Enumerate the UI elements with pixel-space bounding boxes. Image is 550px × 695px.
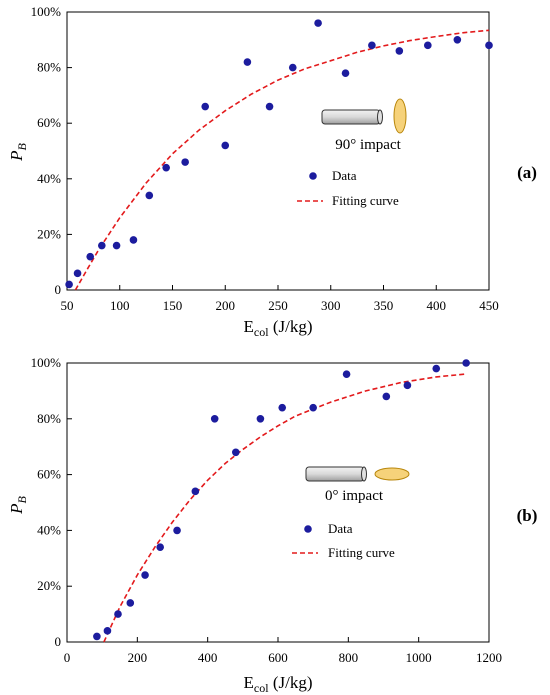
particle-ellipse [393,98,407,134]
y-tick-label: 60% [37,115,61,130]
data-point [129,236,138,244]
legend-data-label: Data [332,168,357,183]
y-axis-label: PB [7,495,29,514]
data-point [112,241,121,250]
y-tick-label: 40% [37,522,61,537]
data-point [201,102,210,111]
impact-label: 0° impact [325,488,384,504]
data-point [382,392,391,401]
x-tick-label: 300 [321,298,341,313]
cylinder-end [361,466,367,482]
data-point [424,41,432,50]
x-tick-label: 150 [163,298,183,313]
data-point [93,632,101,641]
y-tick-label: 40% [37,171,61,186]
x-tick-label: 450 [479,298,499,313]
legend-fit-label: Fitting curve [328,545,395,560]
fitting-curve [74,29,490,291]
data-point [395,47,404,55]
data-point [341,69,350,77]
data-point [173,526,181,535]
data-point [156,543,164,551]
chart-panel-a: 50 100 150 200 250 300 350 400 450 0 20% 40% 60% 80% 1… [7,4,537,339]
y-tick-label: 80% [37,411,61,426]
data-point [403,381,412,390]
y-tick-label: 60% [37,467,61,482]
data-point [232,448,240,457]
data-point [162,163,170,172]
x-tick-label: 1200 [476,650,502,665]
data-point [114,610,122,618]
data-point [485,41,493,50]
y-tick-label: 80% [37,60,61,75]
data-point [309,403,317,412]
data-point [145,191,154,200]
x-tick-label: 600 [268,650,288,665]
y-axis-label: PB [7,142,29,161]
legend-data-marker [309,172,317,180]
data-point [221,141,230,150]
x-tick-label: 800 [339,650,359,665]
data-point [462,359,470,367]
x-tick-label: 50 [61,298,74,313]
legend-fit-label: Fitting curve [332,193,399,208]
cylinder-body [305,466,365,482]
data-point [126,599,135,607]
data-point [243,58,252,66]
data-point [73,269,82,278]
data-point [103,627,112,635]
x-tick-label: 400 [427,298,447,313]
data-point [98,241,106,250]
data-point [141,571,149,579]
panel-label: (a) [517,163,537,182]
x-axis-label: Ecol (J/kg) [244,317,313,339]
data-point [191,487,200,496]
plot-frame [66,11,490,291]
data-point [265,102,274,111]
y-tick-label: 100% [31,355,62,370]
legend-data-label: Data [328,521,353,536]
data-point [65,280,73,289]
x-tick-label: 200 [216,298,236,313]
x-axis-label: Ecol (J/kg) [244,673,313,695]
x-tick-label: 0 [64,650,71,665]
y-tick-label: 0 [55,634,62,649]
x-tick-label: 1000 [406,650,432,665]
data-point [210,415,219,423]
impact-label: 90° impact [335,137,401,153]
data-point [181,158,189,166]
y-tick-label: 100% [31,4,62,19]
data-point [432,364,441,373]
data-point [86,252,95,261]
panel-label: (b) [517,506,538,525]
y-tick-label: 20% [37,226,61,241]
particle-ellipse [374,467,410,481]
cylinder-body [321,109,381,125]
fitting-curve [103,373,465,643]
legend-data-marker [304,525,312,533]
x-tick-label: 100 [110,298,130,313]
data-point [453,36,462,44]
data-point [314,19,322,27]
data-point [368,41,376,50]
data-point [278,403,287,412]
data-point [256,415,265,423]
x-tick-label: 250 [268,298,288,313]
y-tick-label: 0 [55,282,62,297]
data-point [342,370,351,378]
data-point [288,63,297,72]
x-tick-label: 350 [374,298,394,313]
y-tick-label: 20% [37,578,61,593]
x-tick-label: 200 [128,650,148,665]
chart-panel-b: 0 200 400 600 800 1000 1200 0 20% 40% 60% 80% 100% Ec… [7,355,537,695]
x-tick-label: 400 [198,650,218,665]
cylinder-end [377,109,383,125]
